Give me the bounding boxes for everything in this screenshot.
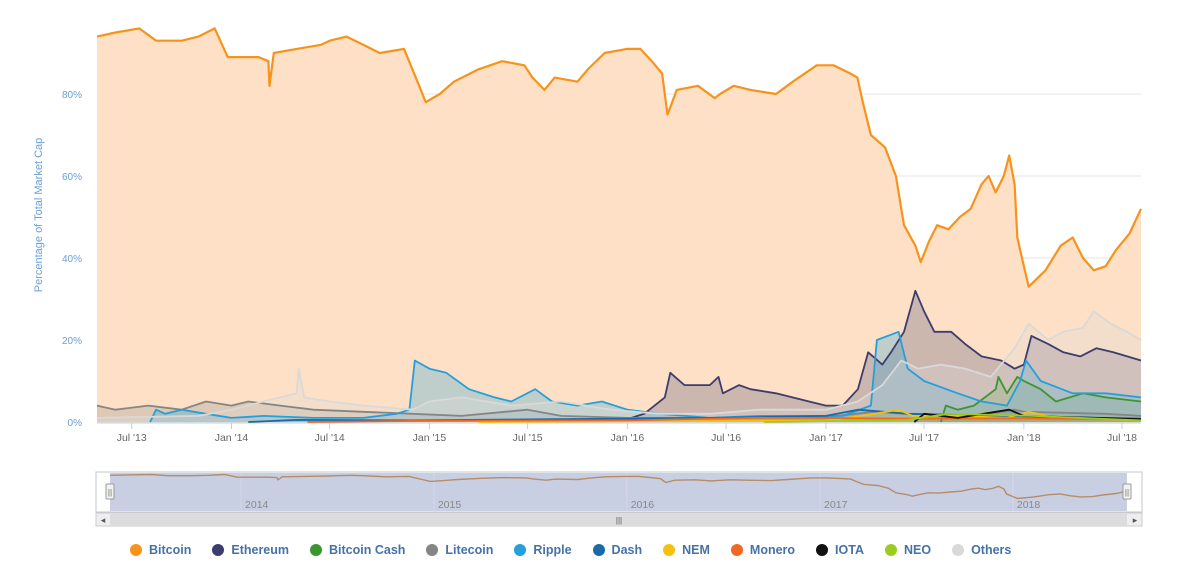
legend-marker (130, 544, 142, 556)
navigator-tick-label: 2016 (631, 499, 655, 511)
y-tick-label: 0% (68, 418, 83, 429)
series-line-others (96, 310, 1142, 419)
legend-marker (310, 544, 323, 556)
x-tick-label: Jan '17 (809, 432, 843, 444)
x-tick-label: Jul '14 (315, 432, 345, 444)
series-area-ethereum (548, 290, 1141, 422)
x-tick-label: Jul '18 (1107, 432, 1137, 444)
legend-label: NEM (682, 543, 710, 557)
legend-marker (514, 544, 527, 556)
series-area-others (97, 311, 1141, 422)
legend-item-monero[interactable]: Monero (730, 543, 796, 557)
navigator-right-handle-grip: || (1125, 488, 1129, 497)
navigator-tick-label: 2015 (438, 499, 462, 511)
x-tick-label: Jul '17 (909, 432, 939, 444)
x-tick-label: Jul '16 (711, 432, 741, 444)
series-line-neo (764, 412, 1142, 423)
legend-item-bitcoin-cash[interactable]: Bitcoin Cash (310, 543, 405, 557)
x-tick-label: Jan '16 (611, 432, 645, 444)
navigator-tick-label: 2014 (245, 499, 269, 511)
legend-marker (663, 544, 676, 556)
series-line-bitcoin (96, 27, 1142, 288)
series-line-nem (478, 408, 1142, 423)
series-lines (96, 27, 1142, 423)
series-area-ripple (150, 331, 1142, 422)
legend-label: Bitcoin Cash (329, 543, 406, 557)
scrollbar-grip[interactable]: ||| (616, 516, 622, 525)
legend-label: Ripple (533, 543, 572, 557)
series-line-ethereum (548, 289, 1142, 422)
navigator[interactable]: 2014 2015 2016 2017 2018 || || ◂ ▸ ||| (95, 471, 1143, 527)
series-line-bitcoin-cash (940, 376, 1142, 423)
y-tick-label: 20% (62, 336, 82, 347)
y-tick-label: 40% (62, 254, 82, 265)
legend: Bitcoin Ethereum Bitcoin Cash Litecoin Rippl… (130, 540, 1032, 560)
legend-item-ethereum[interactable]: Ethereum (212, 543, 289, 557)
legend-item-ripple[interactable]: Ripple (514, 543, 572, 557)
y-axis-title: Percentage of Total Market Cap (33, 138, 45, 293)
legend-item-iota[interactable]: IOTA (816, 543, 864, 557)
series-areas (97, 28, 1142, 423)
legend-marker (816, 544, 829, 556)
legend-label: Litecoin (445, 543, 494, 557)
legend-marker (730, 544, 743, 556)
y-tick-label: 80% (62, 90, 82, 101)
series-area-bitcoin-cash (940, 376, 1141, 422)
legend-item-litecoin[interactable]: Litecoin (426, 543, 493, 557)
x-tick-label: Jul '15 (513, 432, 543, 444)
chart-svg: 0% 20% 40% 60% 80% Jul '13 Jan '14 Jul '14 Jan … (33, 27, 1143, 527)
x-tick-label: Jul '13 (117, 432, 147, 444)
legend-label: Others (971, 543, 1012, 557)
legend-label: Dash (611, 543, 643, 557)
navigator-ticks: 2014 2015 2016 2017 2018 (240, 473, 1041, 511)
legend-item-dash[interactable]: Dash (592, 543, 643, 557)
scrollbar-thumb[interactable] (110, 514, 1127, 525)
legend-item-others[interactable]: Others (952, 543, 1011, 557)
legend-marker (884, 544, 897, 556)
series-line-monero (307, 417, 1142, 423)
legend-label: NEO (903, 543, 932, 557)
legend-marker (212, 544, 225, 556)
legend-label: Bitcoin (149, 543, 192, 557)
legend-label: Ethereum (231, 543, 290, 557)
navigator-tick-label: 2017 (824, 499, 848, 511)
x-tick-label: Jan '18 (1007, 432, 1041, 444)
navigator-left-handle[interactable]: || (105, 483, 115, 500)
legend-item-neo[interactable]: NEO (884, 543, 932, 557)
navigator-left-handle-grip: || (108, 488, 112, 497)
series-area-bitcoin (97, 28, 1141, 423)
y-axis-ticks: 0% 20% 40% 60% 80% (62, 90, 82, 429)
navigator-right-handle[interactable]: || (1122, 483, 1132, 500)
x-tick-label: Jan '15 (413, 432, 447, 444)
legend-label: Monero (749, 543, 796, 557)
x-tick-label: Jan '14 (215, 432, 249, 444)
series-area-litecoin (97, 401, 1141, 422)
legend-marker (592, 544, 605, 556)
navigator-tick-label: 2018 (1017, 499, 1041, 511)
scroll-left-arrow[interactable]: ◂ (101, 516, 106, 526)
legend-item-nem[interactable]: NEM (663, 543, 710, 557)
x-axis-ticks: Jul '13 Jan '14 Jul '14 Jan '15 Jul '15 Jan '… (117, 423, 1137, 444)
navigator-series-line (109, 473, 1128, 500)
legend-label: IOTA (835, 543, 864, 557)
legend-item-bitcoin[interactable]: Bitcoin (130, 543, 191, 557)
legend-marker (952, 544, 965, 556)
series-line-ripple (149, 330, 1142, 423)
scroll-right-arrow[interactable]: ▸ (1133, 516, 1138, 526)
y-tick-label: 60% (62, 172, 82, 183)
legend-marker (426, 544, 439, 556)
